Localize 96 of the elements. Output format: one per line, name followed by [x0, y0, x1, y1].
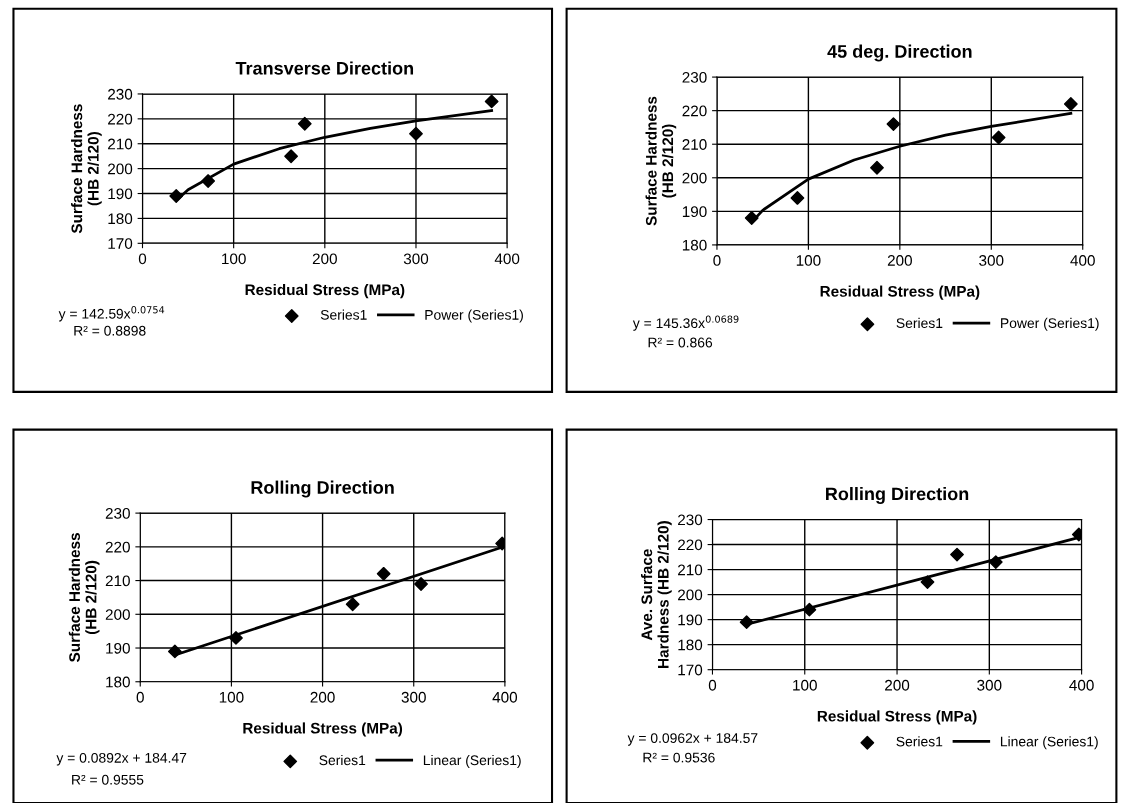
point [802, 602, 817, 617]
y-tick-label: 190 [108, 188, 133, 200]
point [991, 130, 1006, 145]
x-tick-label: 300 [401, 691, 426, 703]
point [484, 94, 499, 109]
y-tick-label: 180 [108, 213, 133, 225]
text: y = 0.0962x + 184.57 [627, 733, 758, 746]
y-tick-label: 230 [678, 514, 703, 526]
point [920, 575, 935, 590]
point [345, 597, 360, 612]
y-tick-label: 210 [105, 575, 130, 587]
text: y = 0.0892x + 184.47 [56, 752, 187, 766]
y-tick-label: 220 [108, 113, 133, 125]
y-tick-label: 200 [108, 163, 133, 175]
point [201, 174, 216, 188]
x-tick-label: 400 [1069, 679, 1094, 691]
point [409, 126, 423, 141]
y-tick-label: 220 [682, 105, 707, 117]
text: y = 142.59x$^{0.0754}$ [58, 306, 165, 322]
point [870, 160, 884, 175]
text: R² = 0.8898 [74, 325, 146, 336]
y-tick-label: 220 [678, 539, 703, 551]
y-axis-title: Surface Hardness (HB 2/120) [68, 533, 100, 662]
x-tick-label: 300 [403, 253, 429, 265]
y-tick-label: 190 [106, 642, 130, 654]
x-axis-title: Residual Stress (MPa) [820, 285, 980, 300]
x-tick-label: 100 [793, 679, 817, 691]
y-tick-label: 210 [108, 138, 133, 150]
x-tick-label: 300 [979, 255, 1004, 266]
y-tick-label: 190 [682, 206, 707, 218]
point [950, 547, 964, 562]
y-tick-label: 170 [108, 238, 133, 249]
y-tick-label: 230 [682, 71, 707, 83]
x-axis-title: Residual Stress (MPa) [243, 722, 403, 737]
y-tick-label: 180 [682, 239, 707, 251]
text: R² = 0.9555 [72, 774, 144, 785]
y-tick-label: 200 [682, 172, 707, 184]
point [284, 149, 298, 164]
y-axis-title: Surface Hardness (HB 2/120) [645, 96, 677, 226]
point [167, 644, 182, 659]
y-tick-label: 180 [106, 676, 130, 688]
point [169, 189, 184, 203]
point [739, 615, 754, 630]
point [297, 116, 312, 131]
y-tick-label: 230 [105, 507, 130, 519]
legend-label: Linear (Series1) [423, 754, 521, 768]
y-tick-label: 230 [108, 88, 133, 100]
text: R² = 0.866 [648, 337, 713, 348]
y-tick-label: 220 [105, 541, 130, 553]
y-tick-label: 200 [105, 609, 130, 620]
x-axis-title: Residual Stress (MPa) [245, 283, 405, 299]
x-tick-label: 100 [222, 253, 246, 265]
x-tick-label: 0 [708, 679, 717, 691]
text: y = 145.36x$^{0.0689}$ [632, 315, 739, 331]
text: R² = 0.9536 [643, 752, 715, 763]
y-tick-label: 180 [678, 639, 703, 651]
x-tick-label: 200 [310, 691, 335, 703]
x-tick-label: 200 [887, 255, 912, 266]
x-tick-label: 200 [885, 679, 910, 691]
point [790, 191, 805, 205]
chart-title: Transverse Direction [235, 61, 414, 75]
x-tick-label: 400 [492, 691, 518, 703]
x-tick-label: 100 [796, 255, 821, 266]
x-axis-title: Residual Stress (MPa) [817, 710, 977, 725]
x-tick-label: 0 [713, 255, 721, 266]
point [1063, 97, 1078, 111]
legend-label: Series1 [896, 736, 943, 747]
x-tick-label: 200 [312, 253, 337, 265]
legend-label: Series1 [320, 309, 367, 320]
y-axis-title: Surface Hardness (HB 2/120) [71, 104, 102, 234]
y-tick-label: 200 [678, 589, 703, 601]
legend-label: Power (Series1) [425, 309, 523, 323]
y-tick-label: 190 [678, 614, 703, 626]
point [886, 117, 901, 131]
x-tick-label: 400 [1070, 255, 1095, 266]
point [229, 630, 243, 645]
chart-title: 45 deg. Direction [827, 44, 972, 62]
y-tick-label: 170 [678, 664, 703, 676]
x-tick-label: 400 [494, 253, 520, 265]
legend-label: Power (Series1) [1001, 317, 1099, 331]
x-tick-label: 100 [219, 691, 244, 703]
legend-label: Series1 [896, 317, 943, 329]
x-tick-label: 0 [138, 253, 147, 265]
chart-title: Rolling Direction [251, 480, 394, 498]
y-axis-title: Ave. Surface Hardness (HB 2/120) [641, 521, 672, 668]
legend-label: Linear (Series1) [1000, 736, 1098, 750]
legend-label: Series1 [319, 754, 366, 766]
chart-title: Rolling Direction [826, 487, 969, 504]
point [414, 577, 428, 591]
point [376, 566, 391, 581]
point [988, 555, 1003, 569]
point [744, 211, 759, 225]
x-tick-label: 300 [977, 679, 1002, 691]
y-tick-label: 210 [678, 564, 703, 576]
y-tick-label: 210 [682, 139, 707, 150]
x-tick-label: 0 [136, 691, 144, 703]
